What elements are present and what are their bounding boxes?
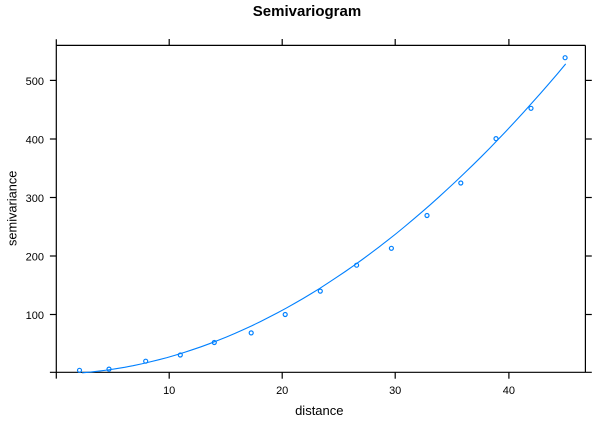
svg-text:distance: distance <box>295 403 343 418</box>
svg-text:200: 200 <box>26 252 44 264</box>
svg-text:Semivariogram: Semivariogram <box>253 3 361 20</box>
svg-text:10: 10 <box>163 385 175 397</box>
svg-text:400: 400 <box>26 135 44 147</box>
svg-text:500: 500 <box>26 76 44 88</box>
svg-text:20: 20 <box>276 385 288 397</box>
svg-text:300: 300 <box>26 193 44 205</box>
svg-text:100: 100 <box>26 310 44 322</box>
svg-text:30: 30 <box>389 385 401 397</box>
svg-text:semivariance: semivariance <box>5 171 20 246</box>
svg-text:40: 40 <box>503 385 515 397</box>
